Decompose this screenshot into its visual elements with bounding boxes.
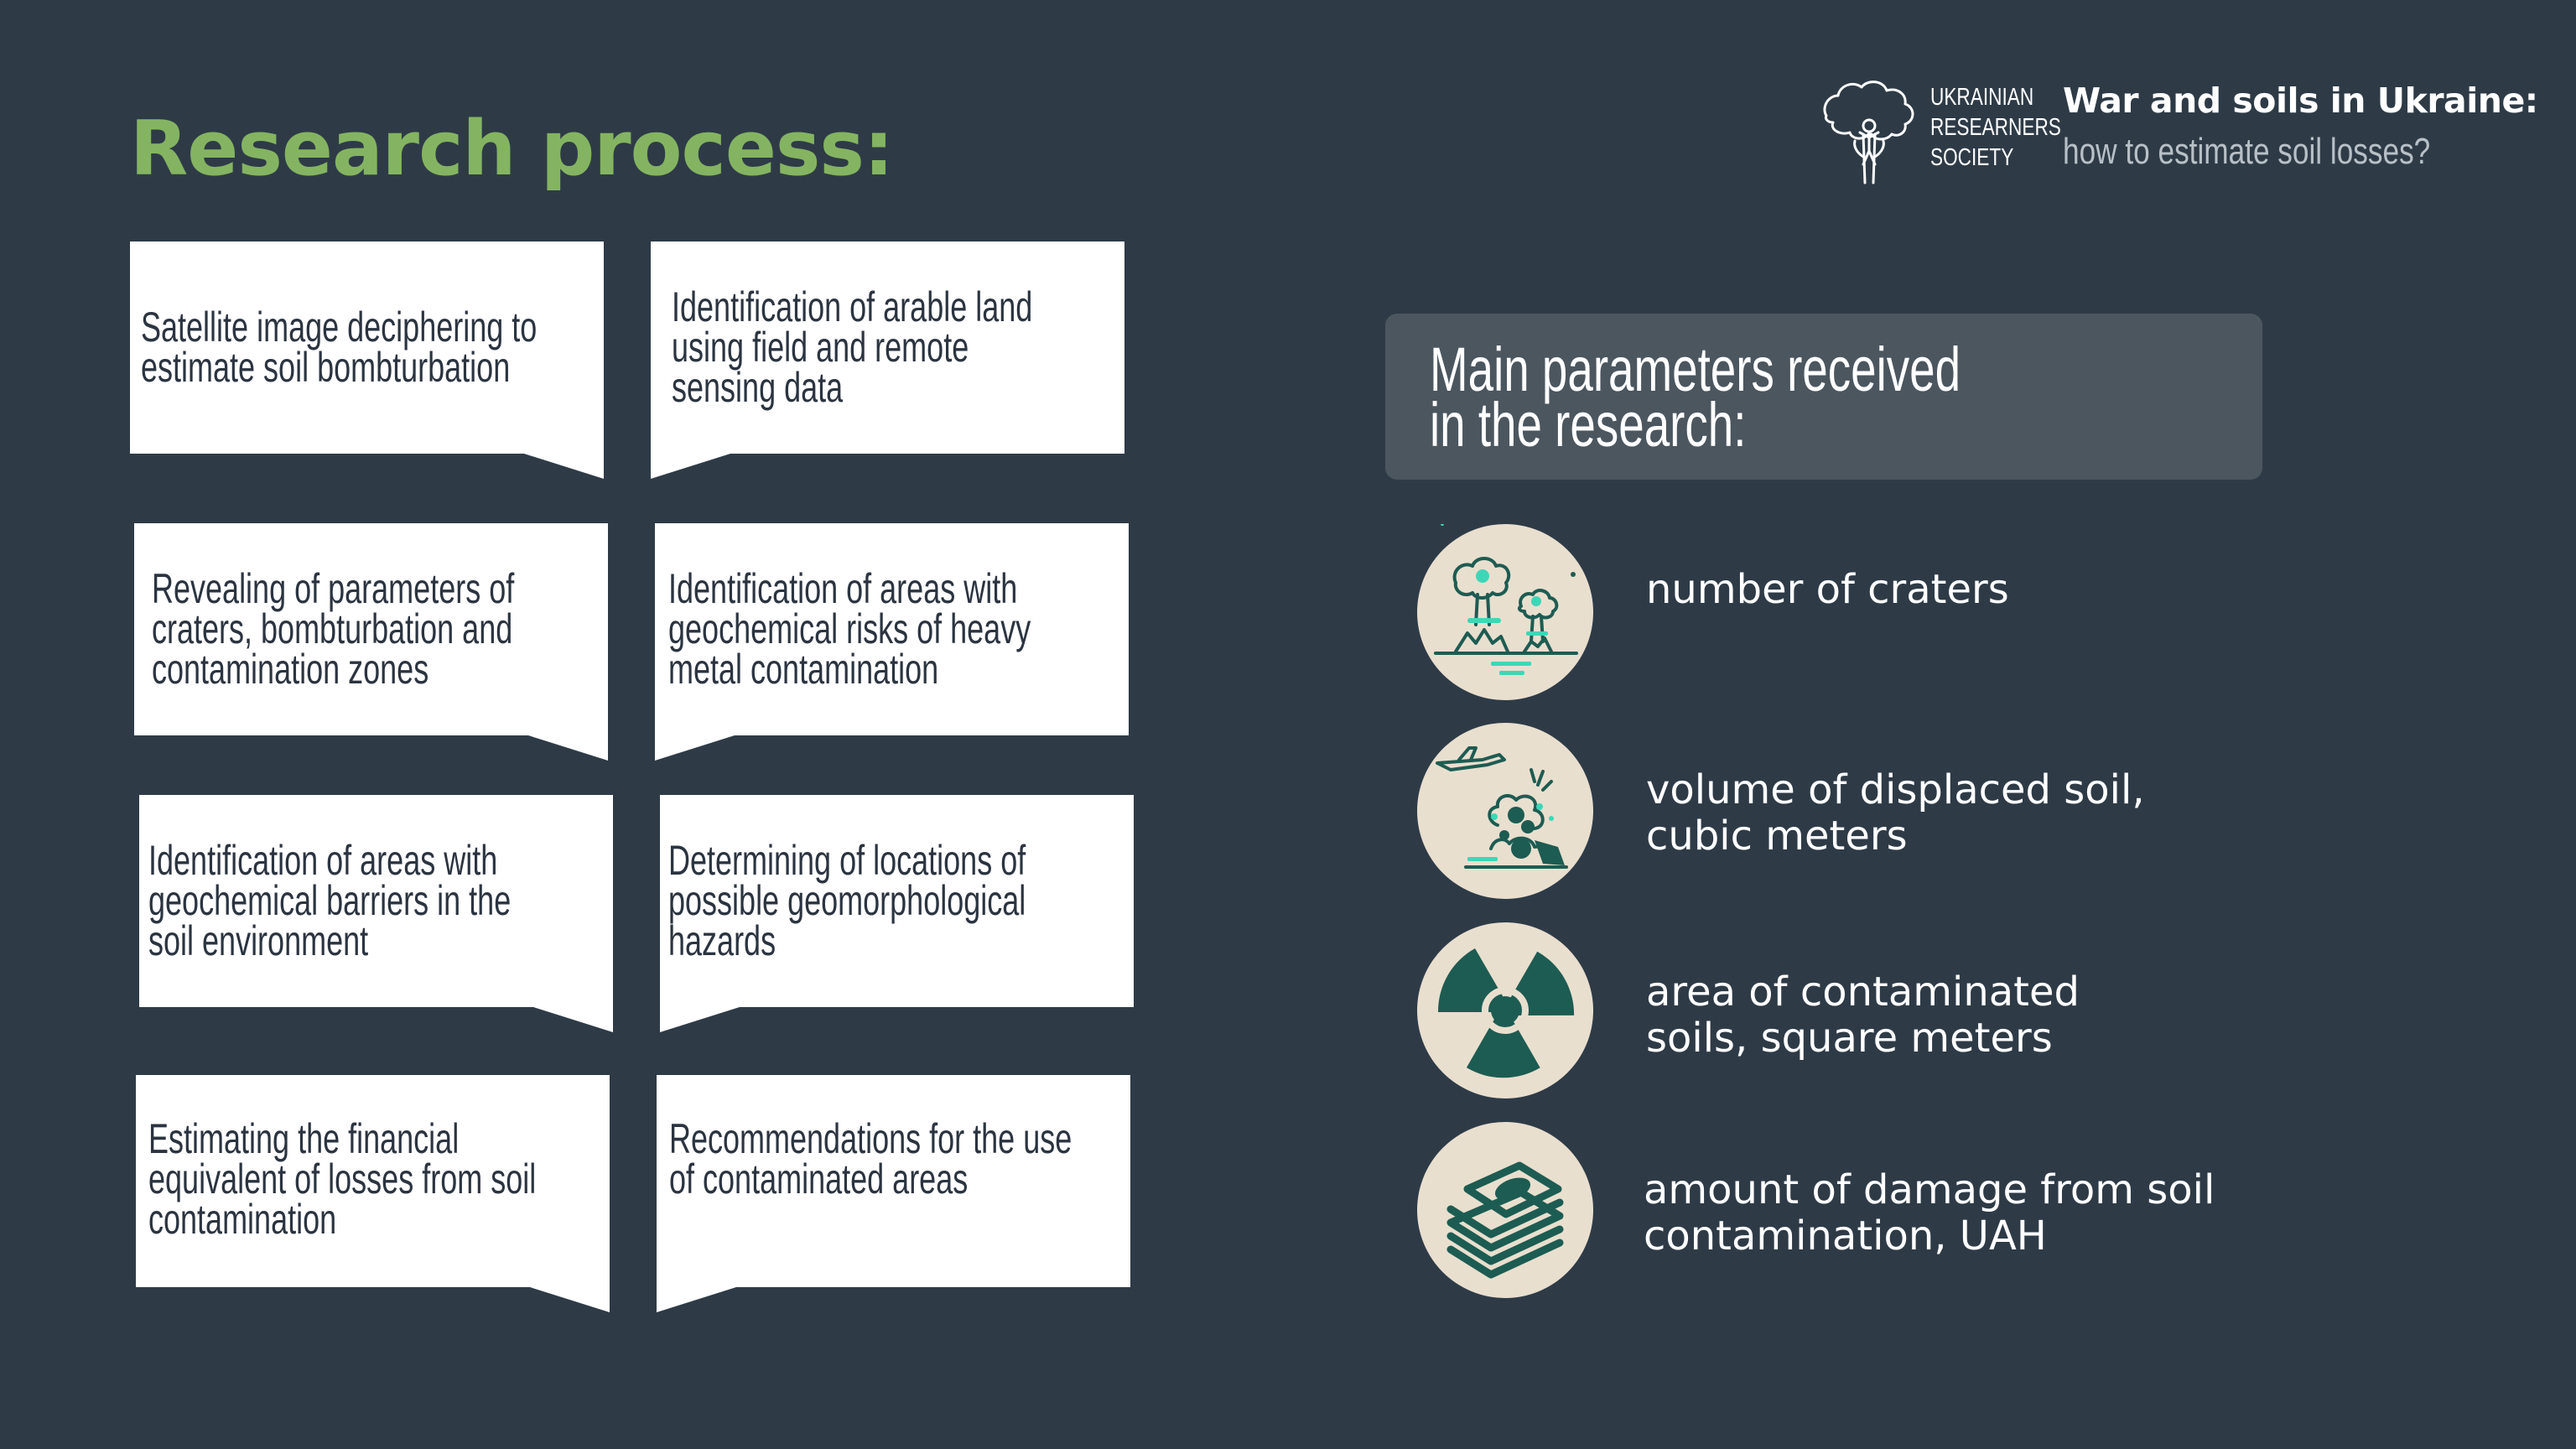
money-stack-icon [1417, 1122, 1593, 1298]
param-item: amount of damage from soil contamination… [1644, 1166, 2215, 1259]
speech-bubble [130, 242, 604, 479]
param-item: volume of displaced soil, cubic meters [1646, 766, 2145, 860]
radiation-icon [1417, 922, 1593, 1098]
society-line: SOCIETY [1930, 144, 2014, 171]
displaced-soil-icon [1417, 723, 1593, 899]
step-text: Identification of areas with geochemical… [668, 565, 1031, 693]
step-text: Identification of arable land using fiel… [672, 283, 1033, 411]
society-name: UKRAINIAN RESEARNERS SOCIETY [1930, 82, 2061, 173]
params-panel-title: Main parameters received in the research… [1430, 335, 1961, 460]
speech-bubble [660, 795, 1134, 1032]
page-title: Research process: [130, 105, 894, 193]
header-subtitle: how to estimate soil losses? [2063, 131, 2431, 172]
speech-bubble [657, 1075, 1130, 1312]
step-text: Revealing of parameters of craters, bomb… [152, 565, 515, 693]
speech-bubble [139, 795, 613, 1032]
step-text: Determining of locations of possible geo… [668, 837, 1026, 964]
step-text: Identification of areas with geochemical… [148, 837, 512, 964]
speech-bubble [136, 1075, 610, 1312]
header-title: War and soils in Ukraine: [2063, 80, 2538, 121]
param-item: number of craters [1646, 566, 2009, 613]
speech-bubble [655, 523, 1129, 761]
society-line: RESEARNERS [1930, 114, 2061, 141]
step-text: Satellite image deciphering to estimate … [141, 304, 538, 391]
craters-icon [1417, 524, 1593, 700]
speech-bubble [134, 523, 608, 761]
speech-bubble [651, 242, 1124, 479]
step-text: Estimating the financial equivalent of l… [148, 1115, 537, 1243]
society-line: UKRAINIAN [1930, 84, 2034, 111]
params-panel [1385, 314, 2262, 480]
param-item: area of contaminated soils, square meter… [1646, 969, 2080, 1062]
step-text: Recommendations for the use of contamina… [669, 1115, 1072, 1202]
society-logo-icon [1823, 80, 1914, 184]
